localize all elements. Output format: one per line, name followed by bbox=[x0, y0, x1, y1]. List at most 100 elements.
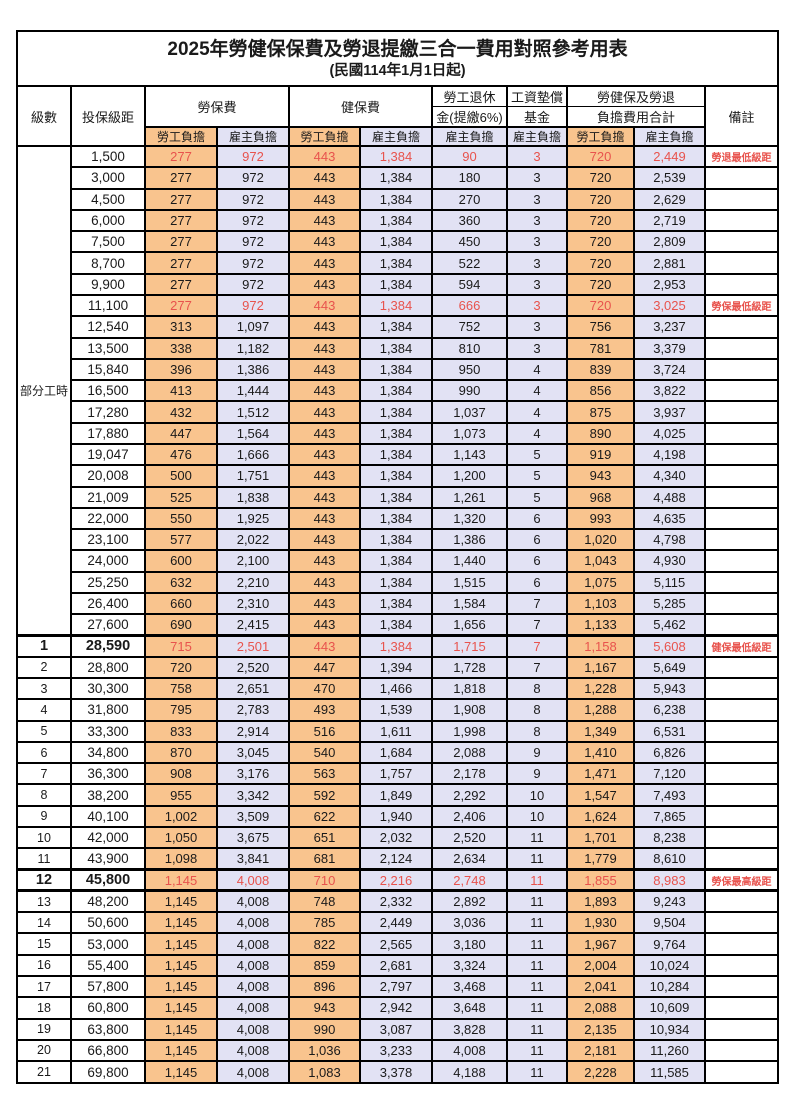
total-employee-cell: 2,228 bbox=[566, 1060, 635, 1084]
labor-employee-cell: 447 bbox=[144, 421, 218, 445]
level-cell: 11 bbox=[16, 847, 72, 871]
health-employer-cell: 1,384 bbox=[359, 251, 433, 275]
total-employee-cell: 839 bbox=[566, 357, 635, 382]
labor-employer-cell: 3,342 bbox=[216, 783, 290, 807]
table-row: 20,008 500 1,751 443 1,384 1,200 5 943 4,340 bbox=[17, 464, 780, 488]
total-employer-cell: 4,798 bbox=[633, 528, 706, 552]
table-row: 27,600 690 2,415 443 1,384 1,656 7 1,133 5,462 bbox=[17, 613, 780, 637]
health-employee-cell: 859 bbox=[288, 953, 361, 977]
labor-employee-cell: 577 bbox=[144, 528, 218, 552]
health-employee-cell: 443 bbox=[288, 272, 361, 296]
health-employee-cell: 443 bbox=[288, 464, 361, 488]
bracket-cell: 66,800 bbox=[70, 1038, 146, 1063]
health-employer-cell: 3,233 bbox=[359, 1038, 433, 1063]
total-employee-cell: 968 bbox=[566, 485, 635, 509]
total-employee-cell: 1,167 bbox=[566, 655, 635, 680]
pension-employer-cell: 666 bbox=[431, 293, 508, 318]
total-employee-cell: 1,547 bbox=[566, 783, 635, 807]
wage-fund-employer-cell: 9 bbox=[506, 740, 568, 765]
labor-employee-cell: 1,145 bbox=[144, 868, 218, 893]
table-row: 8,700 277 972 443 1,384 522 3 720 2,881 bbox=[17, 251, 780, 275]
health-employer-cell: 1,384 bbox=[359, 464, 433, 488]
header-bracket: 投保級距 bbox=[70, 85, 146, 147]
labor-employer-cell: 972 bbox=[216, 230, 290, 254]
labor-employee-cell: 277 bbox=[144, 251, 218, 275]
table-row: 2 28,800 720 2,520 447 1,394 1,728 7 1,167 5,649 bbox=[16, 655, 780, 680]
health-employer-cell: 1,384 bbox=[359, 400, 433, 424]
total-employer-cell: 8,983 bbox=[633, 868, 706, 893]
labor-employee-cell: 1,098 bbox=[144, 847, 218, 871]
total-employer-cell: 5,649 bbox=[633, 655, 706, 680]
labor-employee-cell: 1,145 bbox=[144, 974, 218, 999]
wage-fund-employer-cell: 6 bbox=[506, 506, 568, 531]
health-employer-cell: 1,384 bbox=[359, 613, 433, 637]
bracket-cell: 42,000 bbox=[70, 825, 146, 850]
subheader-pension-employer: 雇主負擔 bbox=[431, 126, 508, 147]
bracket-cell: 22,000 bbox=[70, 506, 146, 531]
total-employer-cell: 3,025 bbox=[633, 293, 706, 318]
total-employer-cell: 3,822 bbox=[633, 379, 706, 403]
bracket-cell: 21,009 bbox=[70, 485, 146, 509]
table-row: 17 57,800 1,145 4,008 896 2,797 3,468 11 2,041 10… bbox=[16, 974, 780, 999]
table-row: 6,000 277 972 443 1,384 360 3 720 2,719 bbox=[17, 208, 780, 233]
labor-employee-cell: 277 bbox=[144, 230, 218, 254]
labor-employer-cell: 2,100 bbox=[216, 549, 290, 573]
note-cell bbox=[703, 421, 780, 445]
wage-fund-employer-cell: 3 bbox=[506, 272, 568, 296]
total-employer-cell: 7,865 bbox=[633, 804, 706, 829]
labor-employer-cell: 972 bbox=[216, 272, 290, 296]
health-employer-cell: 1,384 bbox=[359, 442, 433, 467]
wage-fund-employer-cell: 3 bbox=[506, 293, 568, 318]
table-body: 部分工時 1,500 277 972 443 1,384 90 3 720 2,449 勞退最低級距… bbox=[16, 144, 780, 1084]
health-employer-cell: 1,384 bbox=[359, 336, 433, 360]
total-employer-cell: 5,943 bbox=[633, 677, 706, 701]
total-employer-cell: 10,934 bbox=[633, 1017, 706, 1041]
table-title: 2025年勞健保保費及勞退提繳三合一費用對照參考用表 (民國114年1月1日起) bbox=[15, 30, 780, 87]
total-employee-cell: 720 bbox=[566, 272, 635, 296]
labor-employer-cell: 972 bbox=[216, 166, 290, 190]
labor-employer-cell: 3,045 bbox=[216, 740, 290, 765]
wage-fund-employer-cell: 3 bbox=[506, 336, 568, 360]
bracket-cell: 8,700 bbox=[70, 251, 146, 275]
wage-fund-employer-cell: 3 bbox=[506, 144, 568, 169]
health-employee-cell: 443 bbox=[288, 591, 361, 616]
health-employer-cell: 3,378 bbox=[359, 1060, 433, 1084]
header-pension-line1: 勞工退休 bbox=[431, 85, 508, 107]
health-employee-cell: 1,083 bbox=[288, 1060, 361, 1084]
title-row: 2025年勞健保保費及勞退提繳三合一費用對照參考用表 (民國114年1月1日起) bbox=[15, 30, 780, 87]
bracket-cell: 3,000 bbox=[70, 166, 146, 190]
wage-fund-employer-cell: 11 bbox=[506, 932, 568, 956]
level-cell: 3 bbox=[16, 677, 72, 701]
health-employee-cell: 990 bbox=[288, 1017, 361, 1041]
table-row: 7 36,300 908 3,176 563 1,757 2,178 9 1,471 7,120 bbox=[16, 762, 780, 786]
health-employer-cell: 2,032 bbox=[359, 825, 433, 850]
level-cell: 8 bbox=[16, 783, 72, 807]
health-employer-cell: 2,449 bbox=[359, 911, 433, 935]
health-employee-cell: 443 bbox=[288, 208, 361, 233]
pension-employer-cell: 2,748 bbox=[431, 868, 508, 893]
pension-employer-cell: 810 bbox=[431, 336, 508, 360]
total-employer-cell: 9,764 bbox=[633, 932, 706, 956]
pension-employer-cell: 1,320 bbox=[431, 506, 508, 531]
table-row: 1 28,590 715 2,501 443 1,384 1,715 7 1,158 5,608 健… bbox=[16, 633, 780, 658]
total-employee-cell: 2,181 bbox=[566, 1038, 635, 1063]
wage-fund-employer-cell: 10 bbox=[506, 804, 568, 829]
header-level: 級數 bbox=[16, 85, 72, 147]
table-row: 24,000 600 2,100 443 1,384 1,440 6 1,043 4,930 bbox=[17, 549, 780, 573]
total-employee-cell: 875 bbox=[566, 400, 635, 424]
labor-employee-cell: 277 bbox=[144, 144, 218, 169]
health-employee-cell: 748 bbox=[288, 889, 361, 914]
health-employer-cell: 1,684 bbox=[359, 740, 433, 765]
wage-fund-employer-cell: 11 bbox=[506, 911, 568, 935]
bracket-cell: 33,300 bbox=[70, 719, 146, 743]
health-employer-cell: 1,384 bbox=[359, 357, 433, 382]
bracket-cell: 45,800 bbox=[70, 868, 146, 893]
header-labor-insurance: 勞保費 bbox=[144, 85, 290, 128]
health-employer-cell: 1,539 bbox=[359, 698, 433, 722]
total-employer-cell: 4,340 bbox=[633, 464, 706, 488]
health-employee-cell: 443 bbox=[288, 187, 361, 211]
total-employee-cell: 1,158 bbox=[566, 633, 635, 658]
labor-employee-cell: 720 bbox=[144, 655, 218, 680]
level-cell: 2 bbox=[16, 655, 72, 680]
wage-fund-employer-cell: 7 bbox=[506, 655, 568, 680]
